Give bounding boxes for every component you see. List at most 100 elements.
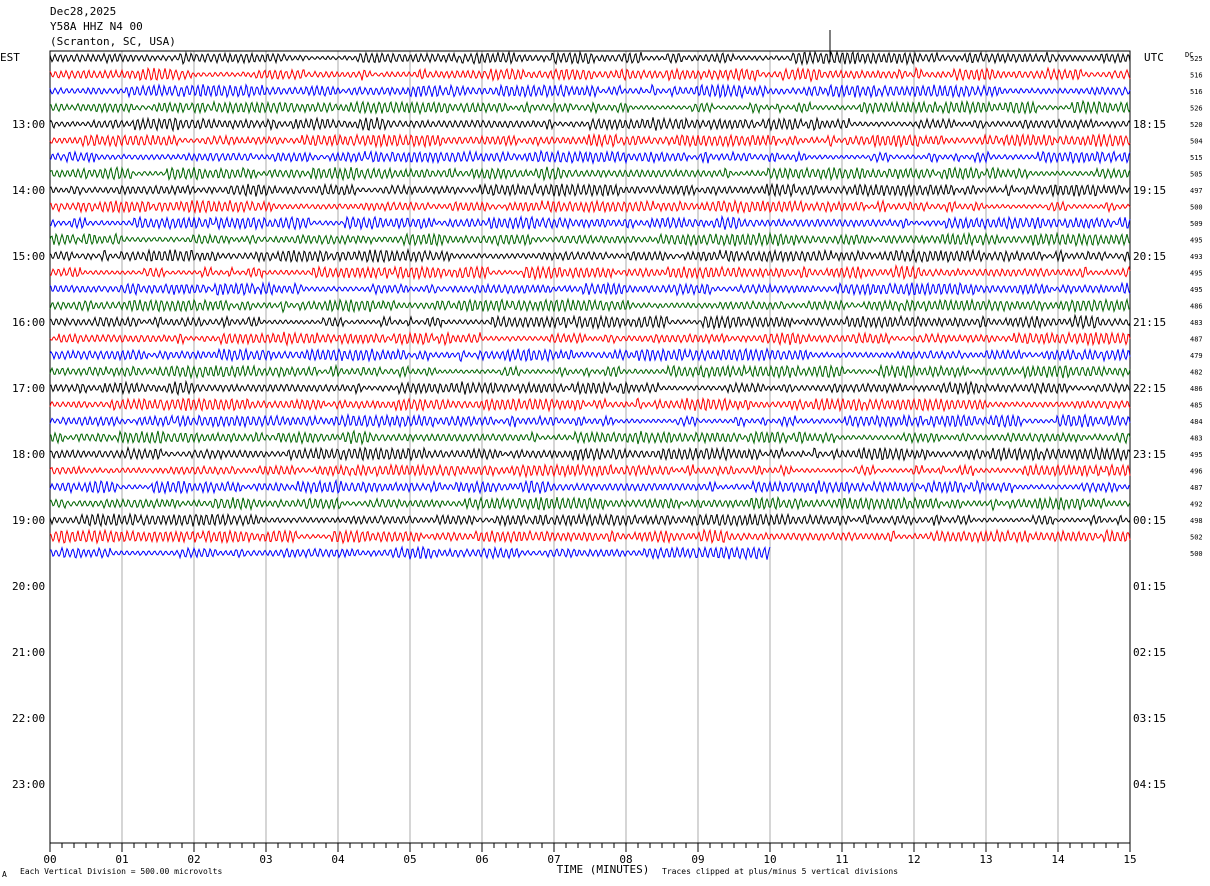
dc-offset-label: 515: [1190, 154, 1203, 162]
dc-offset-label: 493: [1190, 253, 1203, 261]
dc-offset-label: 525: [1190, 55, 1203, 63]
x-tick-label: 15: [1123, 853, 1136, 866]
seismic-trace: [49, 347, 1131, 363]
est-hour-label: 21:00: [12, 646, 45, 659]
seismic-trace: [49, 445, 1131, 462]
est-hour-label: 22:00: [12, 712, 45, 725]
dc-offset-label: 497: [1190, 187, 1203, 195]
seismic-trace: [49, 478, 1131, 495]
dc-offset-label: 509: [1190, 220, 1203, 228]
seismic-trace: [49, 297, 1131, 314]
est-hour-label: 14:00: [12, 184, 45, 197]
seismic-trace: [49, 149, 1131, 165]
dc-offset-label: 483: [1190, 435, 1203, 443]
seismic-trace: [49, 545, 771, 561]
seismic-trace: [50, 99, 1131, 116]
x-tick-label: 02: [187, 853, 200, 866]
utc-hour-label: 21:15: [1133, 316, 1166, 329]
est-hour-label: 19:00: [12, 514, 45, 527]
clip-note: Traces clipped at plus/minus 5 vertical …: [662, 867, 899, 876]
est-hour-label: 16:00: [12, 316, 45, 329]
est-hour-label: 20:00: [12, 580, 45, 593]
dc-offset-label: 495: [1190, 270, 1203, 278]
dc-offset-label: 486: [1190, 303, 1203, 311]
dc-offset-label: 500: [1190, 204, 1203, 212]
utc-hour-label: 23:15: [1133, 448, 1166, 461]
dc-offset-label: 495: [1190, 451, 1203, 459]
utc-axis-title: UTC: [1144, 51, 1164, 64]
dc-offset-label: 482: [1190, 369, 1203, 377]
seismic-trace: [49, 379, 1131, 396]
est-axis-title: EST: [0, 51, 20, 64]
seismic-trace: [49, 528, 1131, 545]
dc-offset-label: 486: [1190, 385, 1203, 393]
seismic-trace: [49, 495, 1131, 512]
scale-note: Each Vertical Division = 500.00 microvol…: [20, 867, 223, 876]
utc-hour-label: 01:15: [1133, 580, 1166, 593]
dc-offset-label: 520: [1190, 121, 1203, 129]
dc-offset-label: 495: [1190, 237, 1203, 245]
dc-offset-label: 487: [1190, 484, 1203, 492]
dc-offset-label: 485: [1190, 402, 1203, 410]
x-tick-label: 04: [331, 853, 345, 866]
utc-hour-label: 20:15: [1133, 250, 1166, 263]
dc-offset-label: 498: [1190, 517, 1203, 525]
x-tick-label: 07: [547, 853, 560, 866]
dc-offset-label: 505: [1190, 171, 1203, 179]
seismic-trace: [49, 83, 1131, 100]
seismic-trace: [49, 263, 1131, 281]
x-tick-label: 00: [43, 853, 56, 866]
seismic-trace: [49, 313, 1131, 331]
seismic-trace: [49, 280, 1131, 297]
dc-offset-label: 496: [1190, 468, 1203, 476]
plot-frame: [49, 50, 1131, 844]
x-axis-title: TIME (MINUTES): [557, 863, 650, 876]
seismic-trace: [49, 182, 1131, 198]
dc-offset-label: 495: [1190, 286, 1203, 294]
seismic-trace: [49, 396, 1131, 413]
x-tick-label: 11: [835, 853, 848, 866]
dc-offset-label: 500: [1190, 550, 1203, 558]
dc-offset-label: 492: [1190, 501, 1203, 509]
date-label: Dec28,2025: [50, 5, 117, 18]
seismic-trace: [49, 429, 1131, 446]
x-tick-label: 14: [1051, 853, 1065, 866]
x-tick-label: 10: [763, 853, 776, 866]
seismic-trace: [49, 412, 1131, 429]
seismic-trace: [49, 462, 1131, 479]
x-tick-label: 13: [979, 853, 992, 866]
utc-hour-label: 00:15: [1133, 514, 1166, 527]
utc-hour-label: 03:15: [1133, 712, 1166, 725]
est-hour-label: 13:00: [12, 118, 45, 131]
x-tick-label: 06: [475, 853, 488, 866]
seismic-trace: [49, 66, 1131, 83]
dc-offset-label: 483: [1190, 319, 1203, 327]
dc-offset-label: 526: [1190, 105, 1203, 113]
seismic-trace: [49, 330, 1131, 347]
seismic-trace: [49, 132, 1131, 149]
seismic-trace: [49, 214, 1131, 231]
est-hour-label: 23:00: [12, 778, 45, 791]
x-tick-label: 08: [619, 853, 632, 866]
utc-hour-label: 22:15: [1133, 382, 1166, 395]
seismic-trace: [49, 363, 1131, 380]
dc-offset-label: 484: [1190, 418, 1203, 426]
dc-offset-label: 487: [1190, 336, 1203, 344]
dc-header: DC: [1185, 51, 1193, 59]
utc-hour-label: 04:15: [1133, 778, 1166, 791]
location-label: (Scranton, SC, USA): [50, 35, 176, 48]
est-hour-label: 17:00: [12, 382, 45, 395]
dc-offset-label: 516: [1190, 88, 1203, 96]
seismic-trace: [49, 247, 1131, 264]
x-tick-label: 01: [115, 853, 128, 866]
seismic-trace: [49, 50, 1131, 67]
seismic-trace: [49, 165, 1131, 182]
seismic-trace: [49, 198, 1131, 215]
x-tick-label: 12: [907, 853, 920, 866]
seismic-trace: [49, 231, 1131, 248]
x-tick-label: 03: [259, 853, 272, 866]
corner-mark: A: [2, 870, 7, 879]
dc-offset-label: 479: [1190, 352, 1203, 360]
utc-hour-label: 02:15: [1133, 646, 1166, 659]
